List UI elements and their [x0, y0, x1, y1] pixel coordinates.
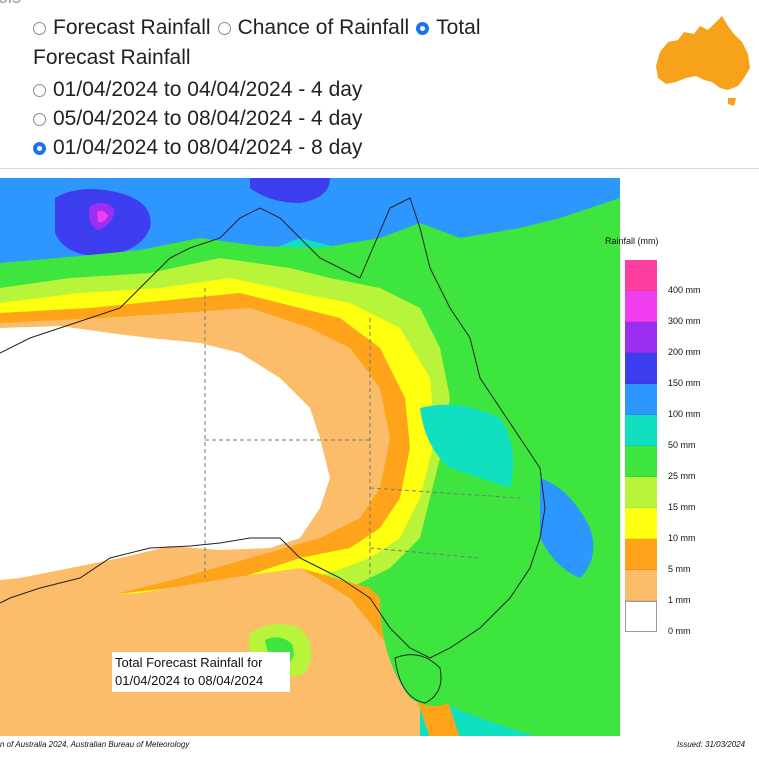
rainfall-map-image	[0, 178, 759, 768]
radio-chance-of-rainfall[interactable]	[217, 21, 231, 35]
legend-label: 300 mm	[668, 316, 701, 326]
radio-label-period-3[interactable]: 01/04/2024 to 08/04/2024 - 8 day	[53, 136, 363, 159]
legend-swatch	[625, 477, 657, 508]
map-caption: Total Forecast Rainfall for 01/04/2024 t…	[112, 652, 290, 692]
period-option-3[interactable]: 01/04/2024 to 08/04/2024 - 8 day	[33, 136, 362, 160]
legend-label: 1 mm	[668, 595, 691, 605]
radio-period-2[interactable]	[33, 112, 46, 126]
forecast-type-group: Forecast Rainfall Chance of Rainfall Tot…	[33, 16, 481, 40]
legend-swatch	[625, 322, 657, 353]
legend-label: 400 mm	[668, 285, 701, 295]
legend-swatch	[625, 601, 657, 632]
legend-swatch	[625, 353, 657, 384]
legend-swatch	[625, 291, 657, 322]
legend-label: 0 mm	[668, 626, 691, 636]
legend-title: Rainfall (mm)	[605, 236, 659, 246]
caption-line-2: 01/04/2024 to 08/04/2024	[115, 673, 264, 688]
period-option-1[interactable]: 01/04/2024 to 04/04/2024 - 4 day	[33, 78, 362, 102]
caption-line-1: Total Forecast Rainfall for	[115, 655, 263, 670]
options-panel: ols Forecast Rainfall Chance of Rainfall…	[0, 0, 759, 170]
legend-swatch	[625, 446, 657, 477]
legend-swatch	[625, 539, 657, 570]
copyright-text: n of Australia 2024, Australian Bureau o…	[0, 740, 190, 749]
legend-label: 15 mm	[668, 502, 696, 512]
radio-label-forecast-rainfall[interactable]: Forecast Rainfall	[53, 16, 211, 39]
legend-swatch	[625, 260, 657, 291]
divider	[0, 168, 759, 169]
radio-label-total[interactable]: Total	[436, 16, 481, 39]
legend-label: 100 mm	[668, 409, 701, 419]
radio-period-3[interactable]	[33, 141, 46, 155]
legend-swatch	[625, 570, 657, 601]
legend-label: 10 mm	[668, 533, 696, 543]
legend-label: 200 mm	[668, 347, 701, 357]
legend-label: 50 mm	[668, 440, 696, 450]
legend-label: 25 mm	[668, 471, 696, 481]
issued-date: Issued: 31/03/2024	[677, 740, 746, 749]
legend-swatch	[625, 384, 657, 415]
radio-label-total-continuation-text[interactable]: Forecast Rainfall	[33, 46, 191, 69]
panel-title: ols	[0, 0, 21, 8]
legend-swatch	[625, 508, 657, 539]
legend-label: 5 mm	[668, 564, 691, 574]
radio-period-1[interactable]	[33, 83, 46, 97]
radio-label-total-continuation[interactable]: Forecast Rainfall	[33, 46, 191, 70]
radio-label-period-1[interactable]: 01/04/2024 to 04/04/2024 - 4 day	[53, 78, 363, 101]
radio-label-chance-of-rainfall[interactable]: Chance of Rainfall	[237, 16, 410, 39]
australia-icon	[656, 16, 750, 106]
legend-color-bar	[625, 260, 657, 632]
radio-forecast-rainfall[interactable]	[33, 21, 46, 35]
legend-label: 150 mm	[668, 378, 701, 388]
radio-total-forecast-rainfall[interactable]	[416, 21, 430, 35]
legend-swatch	[625, 415, 657, 446]
radio-label-period-2[interactable]: 05/04/2024 to 08/04/2024 - 4 day	[53, 107, 363, 130]
period-option-2[interactable]: 05/04/2024 to 08/04/2024 - 4 day	[33, 107, 362, 131]
